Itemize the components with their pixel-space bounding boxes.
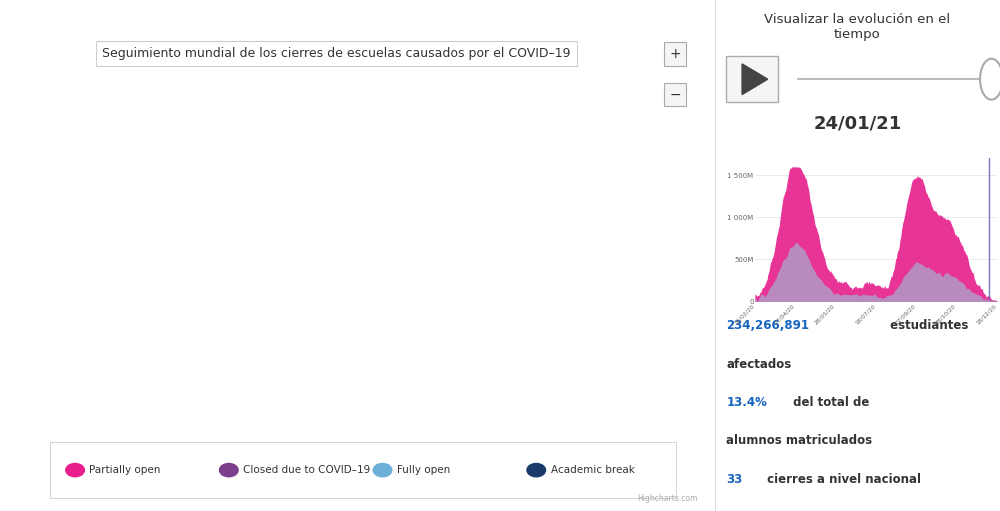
Circle shape <box>980 59 1000 100</box>
Text: +: + <box>669 47 681 61</box>
Circle shape <box>220 463 238 477</box>
Text: Highcharts.com: Highcharts.com <box>637 494 697 503</box>
Text: Fully open: Fully open <box>397 465 450 475</box>
Text: alumnos matriculados: alumnos matriculados <box>726 434 873 447</box>
Text: −: − <box>669 87 681 102</box>
Text: estudiantes: estudiantes <box>886 319 968 332</box>
Polygon shape <box>742 64 768 95</box>
FancyBboxPatch shape <box>726 56 778 102</box>
Circle shape <box>66 463 84 477</box>
Text: cierres a nivel nacional: cierres a nivel nacional <box>763 473 921 485</box>
Text: Seguimiento mundial de los cierres de escuelas causados por el COVID–19: Seguimiento mundial de los cierres de es… <box>102 47 570 60</box>
Text: del total de: del total de <box>789 396 869 409</box>
FancyBboxPatch shape <box>50 442 676 498</box>
Circle shape <box>527 463 546 477</box>
Text: 24/01/21: 24/01/21 <box>813 115 902 133</box>
Text: 13.4%: 13.4% <box>726 396 767 409</box>
Text: 234,266,891: 234,266,891 <box>726 319 809 332</box>
Text: Closed due to COVID–19: Closed due to COVID–19 <box>243 465 370 475</box>
Text: Academic break: Academic break <box>551 465 634 475</box>
Text: afectados: afectados <box>726 358 792 370</box>
Text: Visualizar la evolución en el
tiempo: Visualizar la evolución en el tiempo <box>764 13 951 41</box>
Text: Partially open: Partially open <box>89 465 161 475</box>
Circle shape <box>373 463 392 477</box>
Text: 33: 33 <box>726 473 743 485</box>
